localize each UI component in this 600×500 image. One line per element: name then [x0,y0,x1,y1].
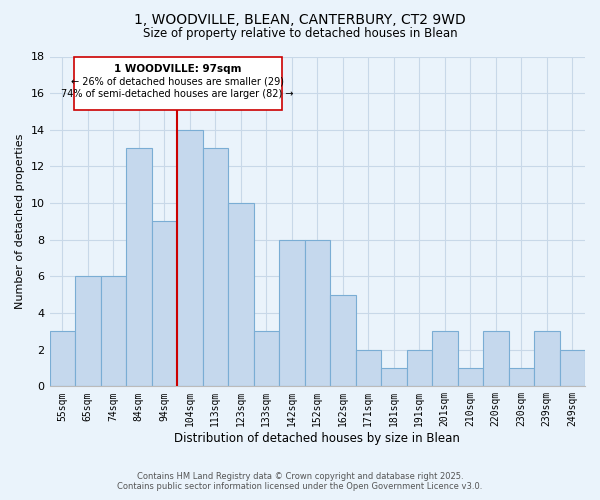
Bar [458,368,483,386]
Text: Size of property relative to detached houses in Blean: Size of property relative to detached ho… [143,28,457,40]
FancyBboxPatch shape [74,56,281,110]
Bar [432,332,458,386]
Bar [50,332,75,386]
Bar [407,350,432,387]
Bar [254,332,279,386]
Text: ← 26% of detached houses are smaller (29): ← 26% of detached houses are smaller (29… [71,76,284,86]
Bar [483,332,509,386]
Bar [534,332,560,386]
Bar [509,368,534,386]
Y-axis label: Number of detached properties: Number of detached properties [15,134,25,309]
Bar [126,148,152,386]
Text: 74% of semi-detached houses are larger (82) →: 74% of semi-detached houses are larger (… [61,89,294,99]
Bar [279,240,305,386]
Text: 1, WOODVILLE, BLEAN, CANTERBURY, CT2 9WD: 1, WOODVILLE, BLEAN, CANTERBURY, CT2 9WD [134,12,466,26]
Bar [356,350,381,387]
Bar [228,203,254,386]
Bar [177,130,203,386]
Bar [330,294,356,386]
Bar [203,148,228,386]
Bar [305,240,330,386]
Bar [381,368,407,386]
X-axis label: Distribution of detached houses by size in Blean: Distribution of detached houses by size … [175,432,460,445]
Bar [101,276,126,386]
Text: Contains HM Land Registry data © Crown copyright and database right 2025.
Contai: Contains HM Land Registry data © Crown c… [118,472,482,491]
Bar [560,350,585,387]
Bar [152,222,177,386]
Text: 1 WOODVILLE: 97sqm: 1 WOODVILLE: 97sqm [114,64,241,74]
Bar [75,276,101,386]
